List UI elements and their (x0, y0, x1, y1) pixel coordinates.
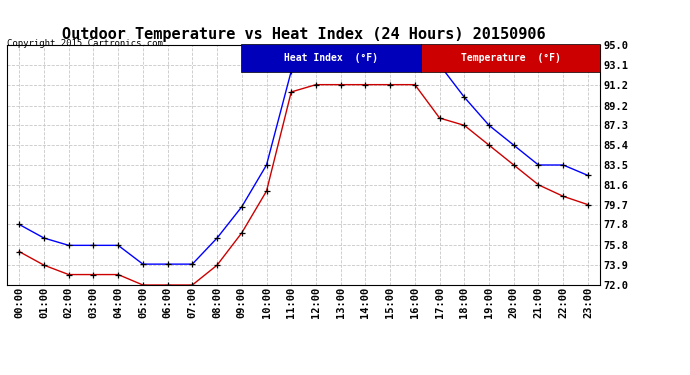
Title: Outdoor Temperature vs Heat Index (24 Hours) 20150906: Outdoor Temperature vs Heat Index (24 Ho… (62, 27, 545, 42)
Text: Heat Index  (°F): Heat Index (°F) (284, 53, 378, 63)
Text: Temperature  (°F): Temperature (°F) (461, 53, 560, 63)
Text: Copyright 2015 Cartronics.com: Copyright 2015 Cartronics.com (7, 39, 163, 48)
